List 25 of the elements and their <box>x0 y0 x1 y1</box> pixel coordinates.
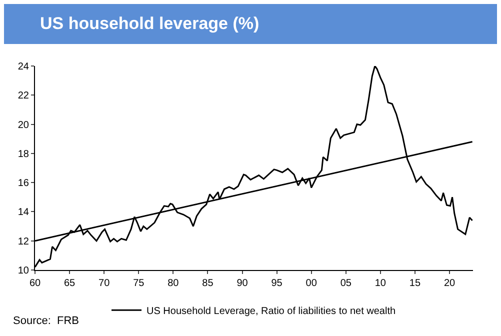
x-tick-label: 80 <box>168 278 180 289</box>
x-tick-label: 60 <box>29 278 41 289</box>
y-tick-label: 24 <box>18 62 30 72</box>
y-tick-label: 12 <box>18 236 30 248</box>
y-tick-label: 10 <box>18 266 30 276</box>
chart-title: US household leverage (%) <box>4 4 497 44</box>
y-tick-label: 18 <box>18 148 30 160</box>
x-tick-label: 05 <box>340 278 352 289</box>
x-tick-label: 15 <box>409 278 421 289</box>
x-tick-label: 70 <box>98 278 110 289</box>
x-tick-label: 90 <box>236 278 248 289</box>
x-tick-label: 85 <box>202 278 214 289</box>
x-tick-label: 10 <box>374 278 386 289</box>
line-series <box>35 66 473 268</box>
x-tick-label: 75 <box>133 278 145 289</box>
y-tick-label: 16 <box>18 178 30 190</box>
x-tick-label: 00 <box>306 278 318 289</box>
y-tick-label: 22 <box>18 90 30 102</box>
x-tick-label: 20 <box>444 278 456 289</box>
x-tick-label: 95 <box>271 278 283 289</box>
x-tick-label: 65 <box>64 278 76 289</box>
y-tick-label: 20 <box>18 120 30 131</box>
y-tick-label: 14 <box>18 207 30 218</box>
legend-label: US Household Leverage, Ratio of liabilities to net wealth <box>146 306 396 317</box>
source-note: Source: FRB <box>13 315 80 327</box>
